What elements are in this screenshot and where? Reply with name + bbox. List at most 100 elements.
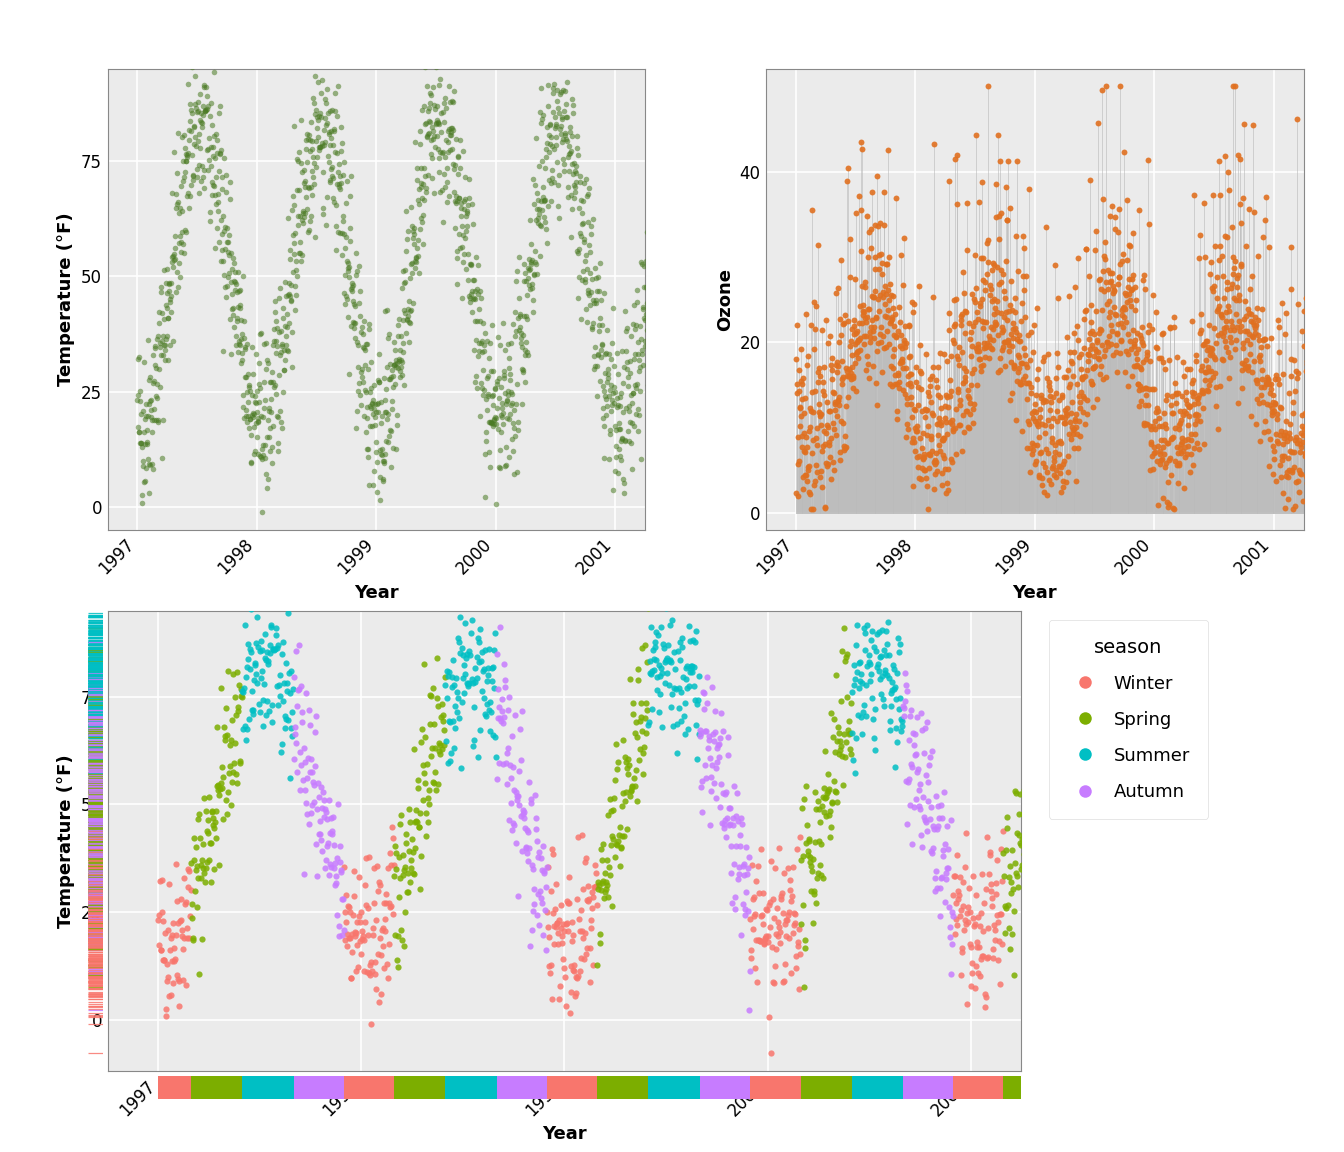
Point — [1044, 384, 1066, 402]
Point — [696, 252, 718, 271]
Point — [426, 111, 448, 129]
Point — [290, 154, 312, 173]
Point — [922, 403, 943, 422]
Point — [511, 329, 532, 348]
Spring — [394, 858, 415, 877]
Point — [444, 157, 465, 175]
Winter — [964, 917, 985, 935]
Point — [1021, 434, 1043, 453]
Point — [1177, 397, 1199, 416]
Point — [888, 379, 910, 397]
Summer — [235, 730, 257, 749]
Summer — [649, 667, 671, 685]
Point — [234, 312, 255, 331]
Point — [128, 423, 149, 441]
Point — [276, 287, 297, 305]
Point — [676, 115, 698, 134]
Point — [1289, 461, 1310, 479]
Point — [814, 311, 836, 329]
Point — [1032, 393, 1054, 411]
Autumn — [1124, 759, 1145, 778]
Spring — [1024, 832, 1046, 850]
Point — [577, 281, 598, 300]
Spring — [386, 859, 407, 878]
Point — [824, 401, 845, 419]
Point — [1304, 298, 1325, 317]
Point — [542, 78, 563, 97]
Point — [1113, 308, 1134, 326]
Point — [1122, 280, 1144, 298]
Point — [145, 358, 167, 377]
Point — [973, 312, 995, 331]
Point — [249, 354, 270, 372]
Point — [616, 321, 637, 340]
Point — [1263, 449, 1285, 468]
Point — [489, 440, 511, 458]
Point — [246, 402, 267, 420]
Point — [972, 312, 993, 331]
Point — [882, 377, 903, 395]
Spring — [214, 727, 235, 745]
Point — [898, 374, 919, 393]
Summer — [257, 691, 278, 710]
Point — [993, 333, 1015, 351]
Point — [1310, 357, 1332, 376]
Spring — [634, 708, 656, 727]
Point — [953, 358, 974, 377]
Point — [1333, 77, 1344, 96]
Point — [1193, 435, 1215, 454]
Point — [1278, 424, 1300, 442]
Point — [352, 373, 374, 392]
Point — [952, 263, 973, 281]
Point — [265, 385, 286, 403]
Summer — [650, 664, 672, 682]
Point — [880, 308, 902, 326]
Point — [288, 151, 309, 169]
Point — [909, 276, 930, 295]
Point — [492, 415, 513, 433]
Point — [915, 401, 937, 419]
Summer — [460, 623, 481, 642]
Summer — [441, 744, 462, 763]
Spring — [591, 850, 613, 869]
Spring — [999, 940, 1020, 958]
Winter — [573, 879, 594, 897]
Point — [1308, 373, 1329, 392]
Point — [534, 213, 555, 232]
Point — [937, 397, 958, 416]
Point — [153, 310, 175, 328]
Point — [1126, 350, 1148, 369]
Point — [1263, 402, 1285, 420]
Spring — [188, 964, 210, 983]
Point — [192, 76, 214, 94]
Winter — [988, 932, 1009, 950]
Summer — [1044, 697, 1066, 715]
Point — [648, 161, 669, 180]
Point — [948, 380, 969, 399]
Point — [1039, 377, 1060, 395]
Autumn — [930, 869, 952, 887]
Winter — [558, 894, 579, 912]
Point — [515, 341, 536, 359]
Winter — [762, 973, 784, 992]
Point — [501, 394, 523, 412]
Point — [427, 114, 449, 132]
Point — [958, 387, 980, 406]
Autumn — [524, 895, 546, 914]
Autumn — [706, 738, 727, 757]
Autumn — [511, 806, 532, 825]
Winter — [157, 920, 179, 939]
Autumn — [298, 814, 320, 833]
Point — [261, 363, 282, 381]
Point — [800, 402, 821, 420]
Point — [1172, 429, 1193, 447]
Point — [710, 320, 731, 339]
Point — [290, 111, 312, 129]
Spring — [413, 764, 434, 782]
Point — [1051, 388, 1073, 407]
Summer — [233, 720, 254, 738]
Winter — [575, 945, 597, 963]
Point — [1250, 378, 1271, 396]
Point — [626, 293, 648, 311]
Point — [1222, 274, 1243, 293]
